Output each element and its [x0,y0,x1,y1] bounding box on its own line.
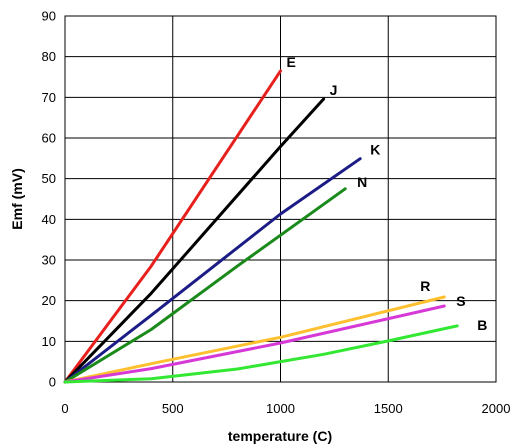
y-tick-label: 80 [42,49,56,64]
x-tick-label: 0 [61,401,68,416]
series-label-K: K [370,142,380,158]
y-tick-label: 40 [42,212,56,227]
series-line-E [63,69,282,384]
series-line-N [63,187,347,384]
series-label-J: J [330,82,338,98]
y-tick-label: 70 [42,90,56,105]
series-labels: E J KN R SB [287,54,488,333]
y-tick-label: 0 [49,375,56,390]
y-tick-label: 90 [42,9,56,24]
series-label-B: B [477,317,487,333]
series-line-S [63,304,446,384]
series-line-K [63,157,362,384]
series-label-S: S [456,293,465,309]
series-lines [63,69,459,384]
y-tick-label: 50 [42,171,56,186]
x-tick-label: 500 [162,401,184,416]
series-label-R: R [420,278,430,294]
grid [64,15,497,383]
y-axis-ticks: 0 10 20 30 40 50 60 70 80 90 [42,9,56,390]
x-tick-label: 1000 [266,401,295,416]
series-line-R [63,295,446,384]
x-tick-label: 2000 [482,401,511,416]
series-label-N: N [357,174,367,190]
x-axis-title: temperature (C) [228,428,332,444]
y-axis-title: Emf (mV) [9,168,25,229]
y-tick-label: 10 [42,334,56,349]
series-line-J [63,97,326,384]
series-label-E: E [287,54,296,70]
x-axis-ticks: 0 500 1000 1500 2000 [61,401,510,416]
x-tick-label: 1500 [374,401,403,416]
y-tick-label: 30 [42,253,56,268]
plot-frame [64,15,497,383]
y-tick-label: 20 [42,293,56,308]
y-tick-label: 60 [42,131,56,146]
series-line-B [63,324,459,384]
